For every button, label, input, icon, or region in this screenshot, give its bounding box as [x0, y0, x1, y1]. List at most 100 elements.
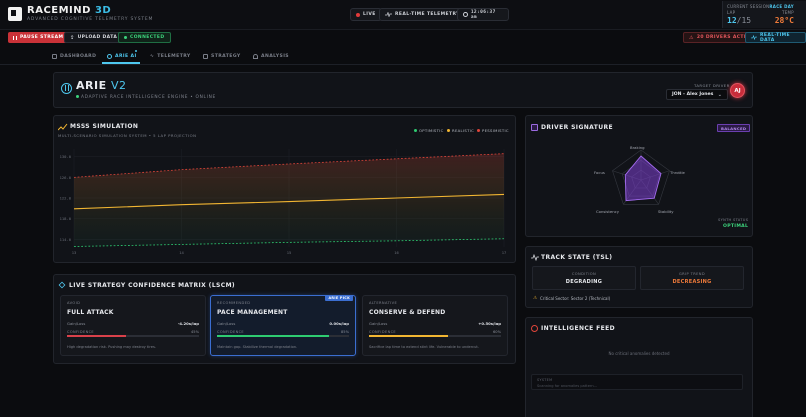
- legend-optimistic: OPTIMISTIC: [414, 128, 444, 133]
- pause-stream-button[interactable]: PAUSE STREAM: [8, 32, 69, 43]
- action-bar: PAUSE STREAM ⇪ UPLOAD DATA CONNECTED ⚠ 2…: [0, 30, 806, 47]
- brand-subtitle: ADVANCED COGNITIVE TELEMETRY SYSTEM: [27, 17, 154, 22]
- main-navigation: DASHBOARD ARIE AI ∿ TELEMETRY STRATEGY AN…: [0, 47, 806, 65]
- chevron-down-icon: ⌄: [717, 92, 722, 98]
- upload-icon: ⇪: [70, 34, 75, 41]
- y-tick-label: 122.0: [60, 196, 72, 201]
- pulse-icon: ∿: [150, 54, 155, 59]
- legend-dot-icon: [447, 129, 450, 132]
- confidence-fill: [217, 335, 330, 337]
- radar-label-braking: Braking: [630, 145, 645, 150]
- legend-dot-icon: [414, 129, 417, 132]
- simulation-title: MSSS SIMULATION: [70, 123, 139, 130]
- active-tab-indicator: [102, 62, 140, 64]
- lap-counter: 12/15: [727, 16, 752, 25]
- simulation-subtitle: MULTI-SCENARIO SIMULATION SYSTEM • 5 LAP…: [58, 133, 197, 138]
- matrix-title: LIVE STRATEGY CONFIDENCE MATRIX (LSCM): [69, 282, 236, 289]
- strategy-card-pace-management[interactable]: ARIE PICK RECOMMENDED PACE MANAGEMENT Ga…: [210, 295, 356, 356]
- pause-icon: [13, 35, 17, 40]
- confidence-bar: [67, 335, 199, 337]
- intelligence-feed-card: [525, 317, 753, 417]
- top-bar: RACEMIND 3D ADVANCED COGNITIVE TELEMETRY…: [0, 0, 806, 30]
- arie-header-panel: ARIE V2 ADAPTIVE RACE INTELLIGENCE ENGIN…: [53, 72, 753, 108]
- gauge-icon: [253, 54, 258, 59]
- realtime-data-button[interactable]: REAL-TIME DATA: [745, 32, 806, 43]
- confidence-bar: [217, 335, 349, 337]
- radar-label-throttle: Throttle: [670, 170, 685, 175]
- arie-subtitle: ADAPTIVE RACE INTELLIGENCE ENGINE • ONLI…: [76, 95, 216, 100]
- radar-label-focus: Focus: [594, 170, 605, 175]
- signature-title: DRIVER SIGNATURE: [541, 124, 614, 131]
- synth-status-value: OPTIMAL: [723, 224, 749, 229]
- x-tick-label: 14: [179, 250, 184, 255]
- synth-status-label: SYNTH STATUS: [718, 218, 749, 222]
- radar-grid-ring: [612, 149, 670, 205]
- connected-status: CONNECTED: [118, 32, 171, 43]
- legend-pessimistic: PESSIMISTIC: [477, 128, 509, 133]
- arie-brain-icon: [61, 83, 72, 94]
- condition-box: CONDITION DEGRADING: [532, 266, 636, 290]
- driver-radar-chart: [612, 149, 670, 205]
- warning-icon: ⚠: [689, 34, 694, 41]
- confidence-bar: [369, 335, 501, 337]
- arie-title: ARIE V2: [76, 79, 127, 92]
- radar-shape: [624, 155, 662, 202]
- grip-trend-box: GRIP TREND DECREASING: [640, 266, 744, 290]
- confidence-fill: [67, 335, 127, 337]
- arie-pick-badge: ARIE PICK: [325, 295, 353, 301]
- tab-strategy[interactable]: STRATEGY: [203, 51, 241, 62]
- condition-value: DEGRADING: [565, 279, 603, 285]
- realtime-telemetry-indicator: REAL-TIME TELEMETRY: [379, 8, 466, 21]
- tab-notification-dot: [135, 50, 137, 52]
- x-tick-label: 16: [394, 250, 399, 255]
- brain-icon: [107, 54, 112, 59]
- legend-realistic: REALISTIC: [447, 128, 474, 133]
- confidence-fill: [369, 335, 449, 337]
- strategy-card-full-attack[interactable]: AVOID FULL ATTACK Gain/Loss -4.20s/lap C…: [60, 295, 206, 356]
- strategy-card-conserve-defend[interactable]: ALTERNATIVE CONSERVE & DEFEND Gain/Loss …: [362, 295, 508, 356]
- connected-dot-icon: [124, 36, 127, 39]
- tab-telemetry[interactable]: ∿ TELEMETRY: [150, 54, 191, 59]
- radar-label-stability: Stability: [658, 209, 674, 214]
- message-icon: [203, 54, 208, 59]
- live-indicator: LIVE: [350, 8, 382, 21]
- scenario-band: [74, 153, 504, 247]
- target-driver-select[interactable]: JON - Alex Jones ⌄: [666, 89, 728, 100]
- track-state-title: TRACK STATE (TSL): [541, 254, 613, 261]
- feed-empty-text: No critical anomalies detected: [608, 351, 670, 356]
- x-tick-label: 13: [72, 250, 77, 255]
- tab-dashboard[interactable]: DASHBOARD: [52, 51, 96, 62]
- clock-display: 12:06:37 am: [457, 8, 509, 21]
- x-tick-label: 17: [502, 250, 507, 255]
- grip-trend-value: DECREASING: [672, 279, 712, 285]
- series-line-realistic: [73, 193, 505, 210]
- trend-icon: [58, 123, 68, 131]
- track-temperature: 28°C: [774, 16, 794, 25]
- fingerprint-icon: [531, 124, 538, 131]
- critical-sector-alert: ⚠ Critical Sector: Sector 2 (Technical): [533, 296, 611, 301]
- upload-data-button[interactable]: ⇪ UPLOAD DATA: [64, 32, 124, 43]
- feed-status-box: SYSTEM Scanning for anomalies pattern...: [531, 374, 743, 390]
- brand-title: RACEMIND 3D: [27, 5, 112, 16]
- grid-icon: [52, 54, 57, 59]
- pulse-icon: [751, 35, 757, 40]
- online-dot-icon: [76, 95, 79, 98]
- activity-icon: [531, 254, 539, 261]
- balanced-badge: BALANCED: [717, 124, 751, 132]
- driver-avatar[interactable]: AJ: [730, 83, 745, 98]
- alert-circle-icon: [531, 325, 538, 332]
- radar-label-consistency: Consistency: [596, 209, 619, 214]
- racemind-logo-icon: [8, 7, 22, 21]
- y-tick-label: 130.0: [60, 154, 72, 159]
- target-driver-label: TARGET DRIVER: [694, 83, 730, 88]
- tab-analysis[interactable]: ANALYSIS: [253, 51, 289, 62]
- pulse-icon: [385, 12, 392, 17]
- current-session-panel: CURRENT SESSION RACE DAY LAP TEMP 12/15 …: [722, 1, 806, 28]
- legend-dot-icon: [477, 129, 480, 132]
- tab-arie-ai[interactable]: ARIE AI: [107, 51, 137, 62]
- clock-icon: [463, 12, 468, 17]
- x-tick-label: 15: [287, 250, 292, 255]
- simulation-chart: 130.0 126.0 122.0 118.0 114.0 13 14 15 16 17: [60, 149, 507, 255]
- y-tick-label: 126.0: [60, 175, 72, 180]
- y-tick-label: 114.0: [60, 237, 72, 242]
